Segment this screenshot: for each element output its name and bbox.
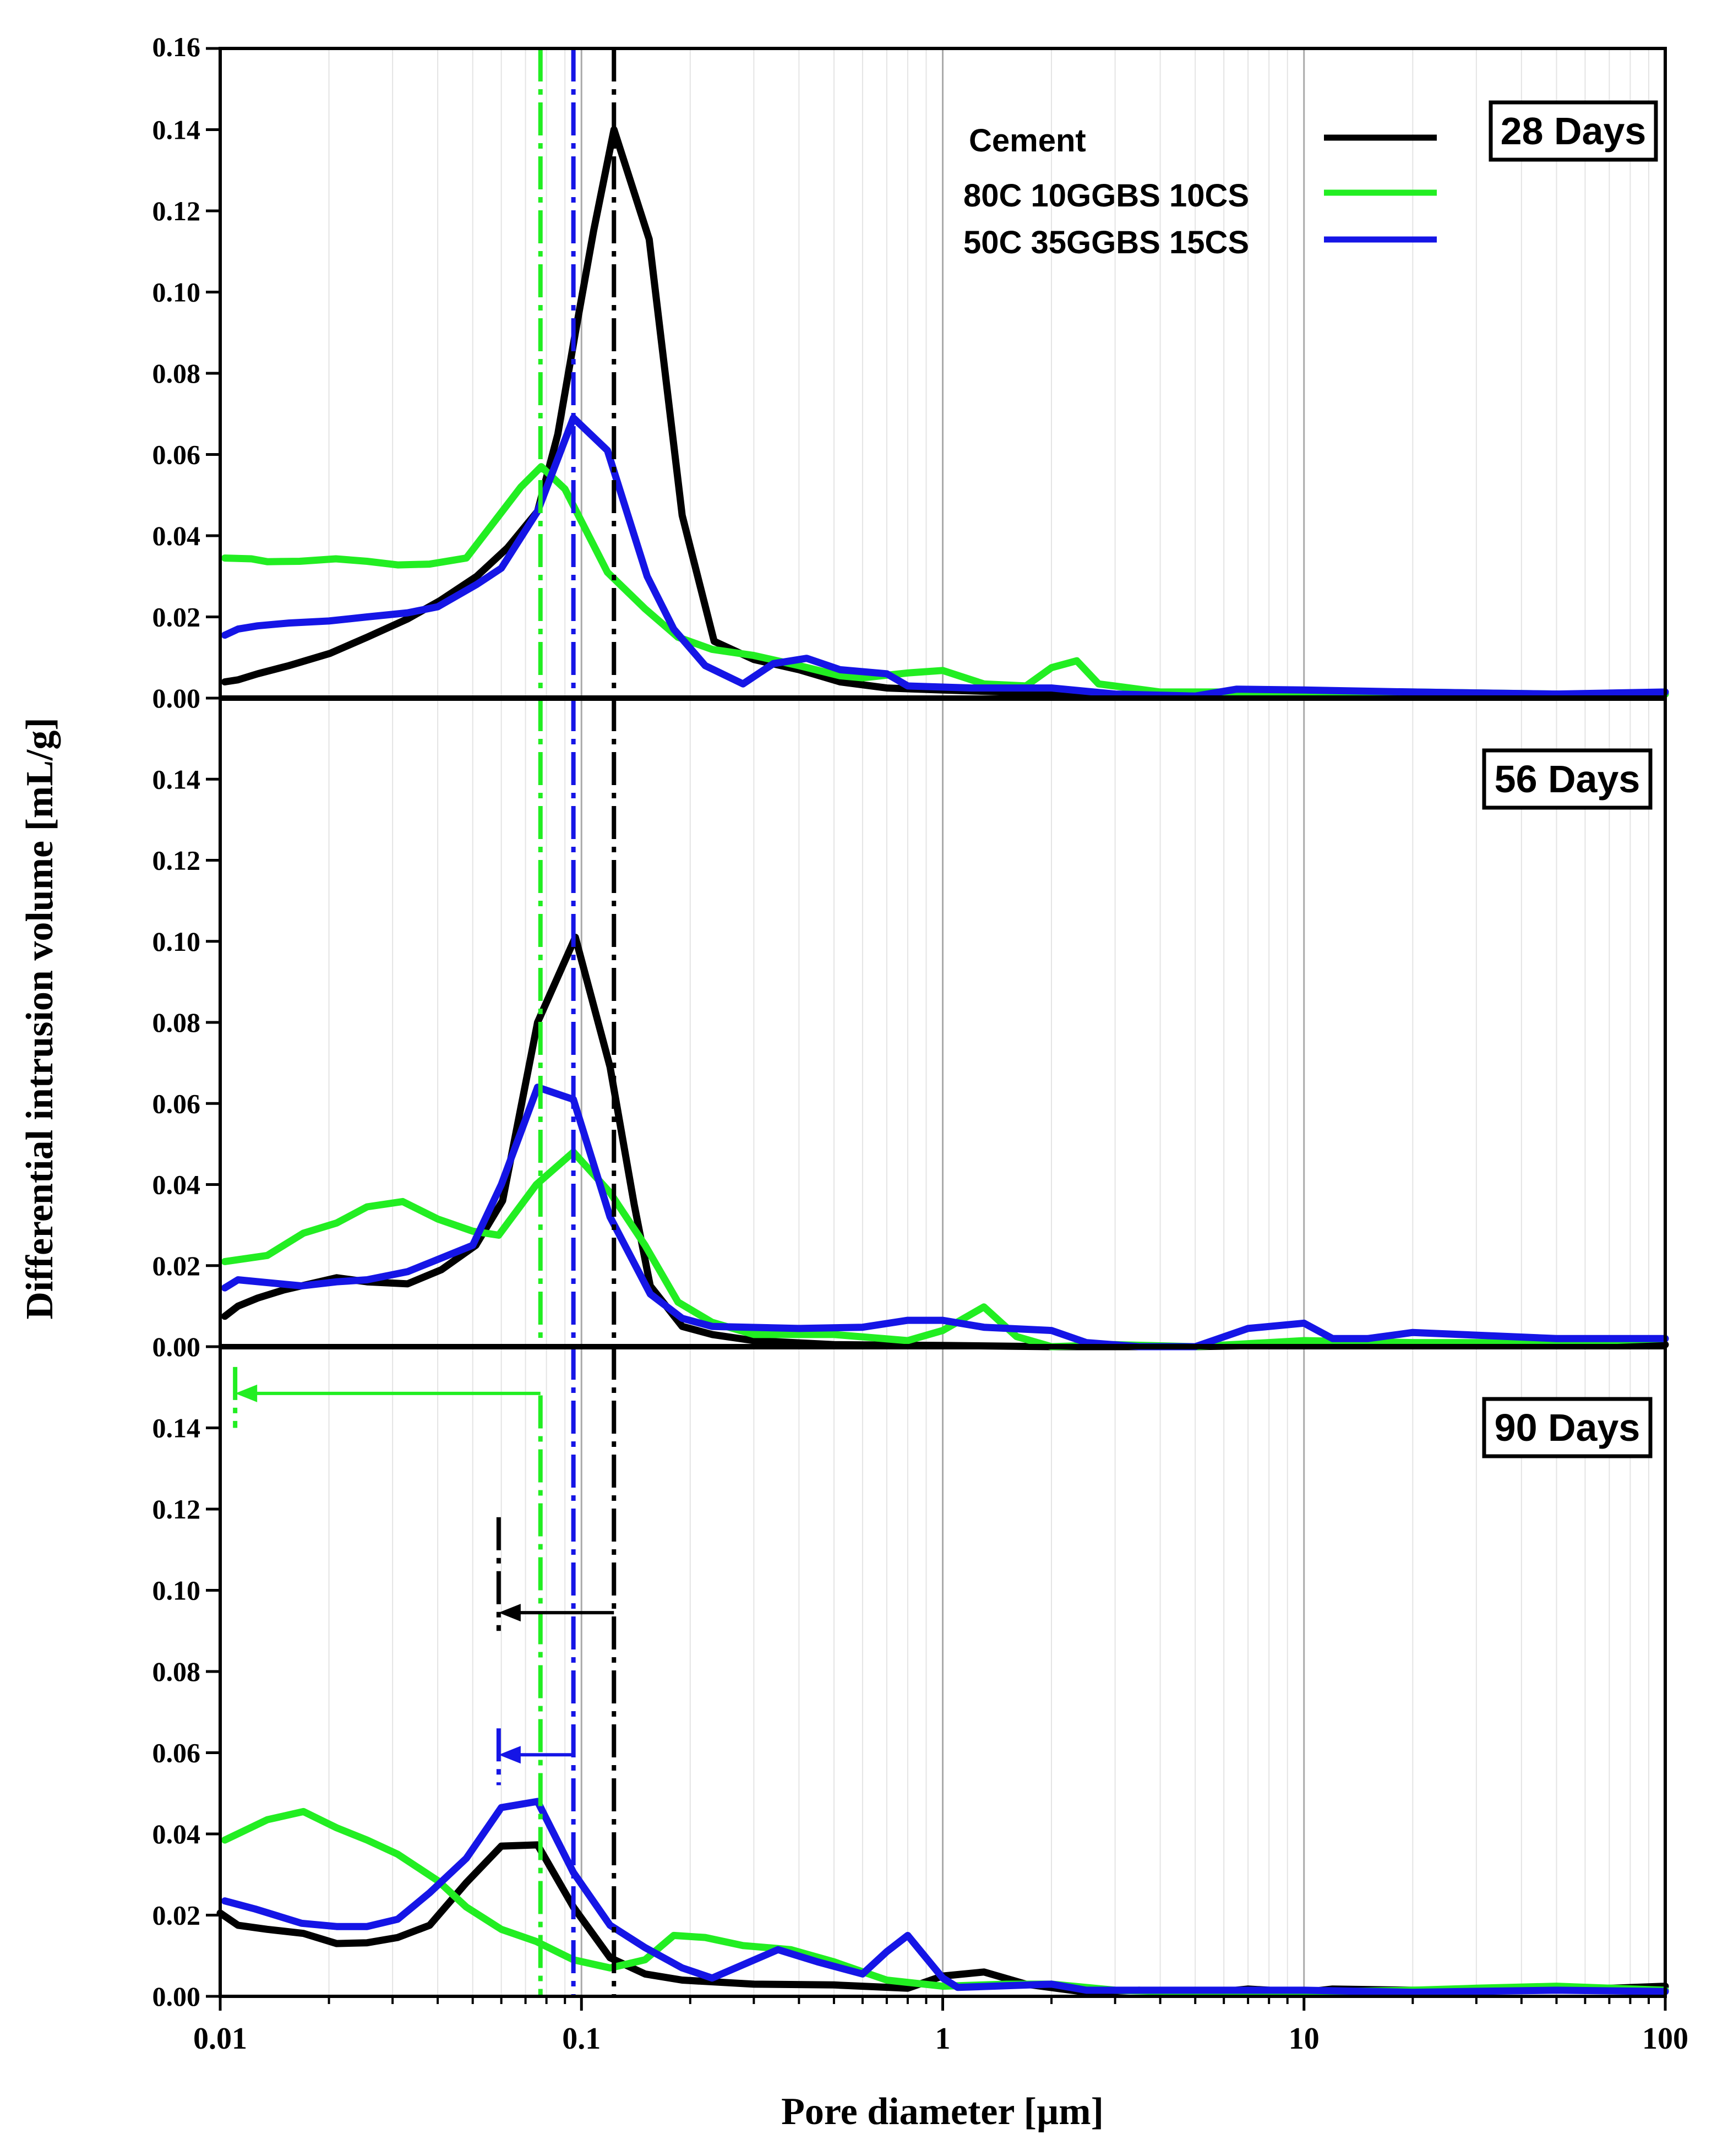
y-tick-label: 0.02: [152, 602, 201, 633]
y-tick-label: 0.00: [152, 1981, 201, 2012]
series-line-80c-10ggbs-10cs: [221, 463, 1669, 698]
x-axis-title: Pore diameter [µm]: [781, 2090, 1104, 2133]
series-line-50c-35ggbs-15cs: [221, 414, 1669, 700]
x-tick-label: 0.1: [562, 2022, 601, 2056]
series-line-50c-35ggbs-15cs: [221, 1798, 1669, 1996]
y-tick-label: 0.06: [152, 1738, 201, 1768]
y-tick-label: 0.06: [152, 1088, 201, 1119]
y-tick-label: 0.12: [152, 845, 201, 876]
y-tick-label: 0.04: [152, 1819, 201, 1849]
y-tick-label: 0.14: [152, 115, 201, 145]
y-tick-label: 0.08: [152, 1656, 201, 1687]
shift-arrow-head: [235, 1384, 258, 1402]
panel-label-box: [1482, 748, 1653, 810]
panel-label: 28 Days: [1501, 110, 1647, 153]
axes-frame: [206, 47, 1667, 2011]
legend-label: 80C 10GGBS 10CS: [963, 178, 1249, 214]
y-tick-label: 0.08: [152, 358, 201, 389]
y-axis-title: Differential intrusion volume [mL/g]: [19, 717, 61, 1319]
x-tick-label: 0.01: [193, 2022, 247, 2056]
series-line-50c-35ggbs-15cs: [221, 1084, 1669, 1351]
y-tick-label: 0.04: [152, 520, 201, 551]
y-tick-label: 0.00: [152, 683, 201, 714]
y-tick-label: 0.02: [152, 1250, 201, 1281]
y-tick-label: 0.04: [152, 1169, 201, 1200]
panel-label-box: [1489, 100, 1658, 162]
y-tick-label: 0.00: [152, 1331, 201, 1362]
y-tick-label: 0.08: [152, 1007, 201, 1038]
y-tick-label: 0.10: [152, 1575, 201, 1606]
legend: Cement 80C 10GGBS 10CS 50C 35GGBS 15CS: [963, 123, 1437, 260]
y-tick-label: 0.02: [152, 1900, 201, 1931]
y-tick-label: 0.10: [152, 926, 201, 957]
y-tick-label: 0.10: [152, 277, 201, 308]
x-tick-label: 1: [935, 2022, 951, 2056]
series-line-cement: [221, 126, 1669, 700]
y-tick-label: 0.14: [152, 764, 201, 794]
panel-label: 56 Days: [1495, 758, 1640, 801]
y-tick-label: 0.06: [152, 439, 201, 470]
text-layer: 0.00 0.02 0.04 0.06 0.08 0.10 0.12 0.14 0.16 28 D…: [19, 31, 1688, 2133]
legend-label: Cement: [969, 123, 1086, 159]
y-tick-label: 0.16: [152, 31, 201, 62]
grid-layer: [328, 48, 1649, 1996]
y-tick-label: 0.14: [152, 1413, 201, 1444]
series-line-80c-10ggbs-10cs: [221, 1807, 1669, 1996]
series-line-cement: [221, 933, 1669, 1351]
y-tick-label: 0.12: [152, 195, 201, 226]
legend-label: 50C 35GGBS 15CS: [963, 225, 1249, 260]
y-tick-label: 0.12: [152, 1494, 201, 1525]
panel-label-box: [1482, 1397, 1653, 1458]
shift-arrow-head: [498, 1746, 521, 1764]
x-tick-label: 10: [1289, 2022, 1320, 2056]
shift-arrow-head: [498, 1604, 521, 1622]
x-tick-label: 100: [1642, 2022, 1688, 2056]
panel-label: 90 Days: [1495, 1406, 1640, 1449]
